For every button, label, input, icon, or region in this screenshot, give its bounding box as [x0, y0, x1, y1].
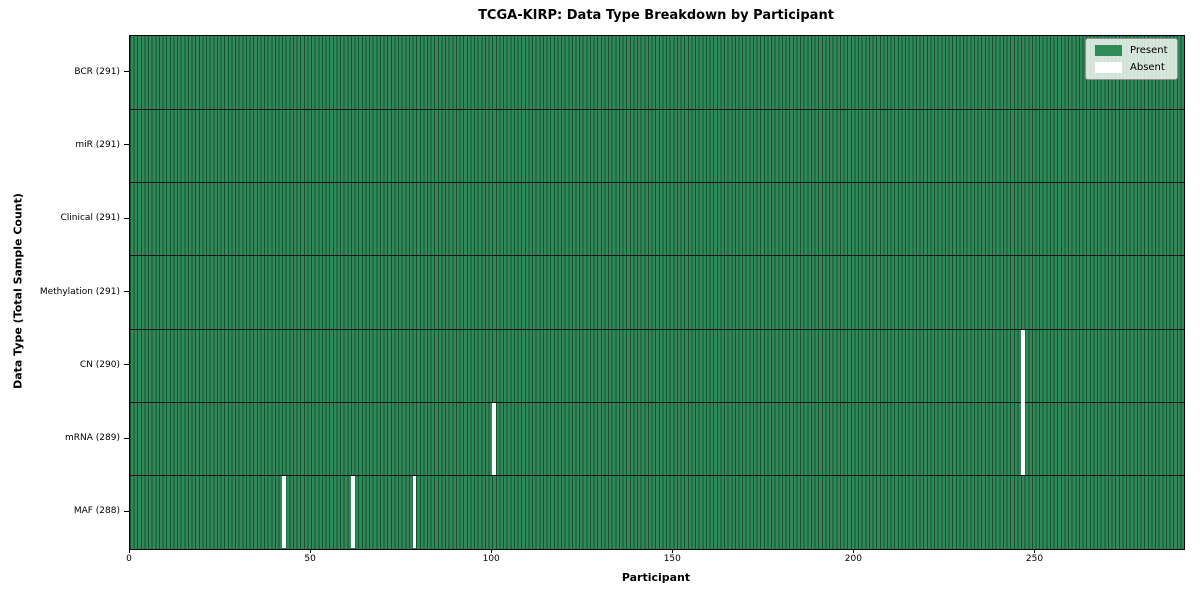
y-tick-label-CN: CN (290) [79, 359, 120, 370]
y-tick [124, 217, 129, 219]
row-boundary [130, 328, 1184, 330]
legend-swatch-absent [1095, 62, 1122, 73]
x-tick [1034, 549, 1035, 553]
x-tick-label-250: 250 [1025, 554, 1044, 564]
x-tick-label-150: 150 [663, 554, 681, 564]
row-boundary [130, 108, 1184, 110]
x-tick-label-100: 100 [482, 554, 500, 564]
y-tick-label-BCR: BCR (291) [74, 66, 120, 77]
y-tick [124, 144, 129, 146]
x-tick [490, 549, 492, 553]
legend: Present Absent [1085, 38, 1178, 80]
plot-area [129, 35, 1185, 550]
y-tick-label-miR: miR (291) [75, 139, 120, 150]
x-tick-label-50: 50 [304, 554, 316, 564]
absent-gap-mRNA-100 [492, 402, 496, 476]
x-tick-label-200: 200 [844, 554, 862, 564]
row-boundary [130, 255, 1184, 257]
x-axis-label: Participant [621, 571, 691, 584]
row-boundary [130, 182, 1184, 184]
x-tick [671, 549, 673, 553]
row-boundary [130, 475, 1184, 477]
legend-swatch-present [1095, 45, 1122, 56]
absent-gap-CN-246 [1021, 329, 1025, 402]
y-tick-label-MAF: MAF (288) [73, 506, 120, 517]
y-tick [124, 291, 129, 292]
chart-title: TCGA-KIRP: Data Type Breakdown by Partic… [478, 8, 834, 23]
x-tick [852, 549, 854, 553]
y-tick-label-mRNA: mRNA (289) [65, 433, 120, 444]
legend-label: Absent [1130, 62, 1165, 73]
y-tick [124, 510, 129, 512]
absent-gap-MAF-61 [350, 476, 355, 549]
legend-label: Present [1130, 45, 1168, 56]
y-tick [124, 437, 129, 439]
x-tick [128, 549, 130, 553]
row-boundary [130, 401, 1184, 403]
legend-item-present: Present [1095, 45, 1168, 56]
y-tick-label-Methylation: Methylation (291) [39, 286, 120, 297]
absent-gap-mRNA-246 [1021, 401, 1025, 476]
absent-gap-MAF-42 [282, 476, 286, 549]
x-tick [309, 549, 311, 553]
absent-gap-MAF-78 [412, 476, 417, 549]
legend-item-absent: Absent [1095, 62, 1168, 73]
x-tick-label-0: 0 [126, 554, 132, 564]
y-tick-label-Clinical: Clinical (291) [60, 213, 120, 224]
y-tick [124, 71, 129, 73]
y-axis-label-text: Data Type (Total Sample Count) [11, 193, 25, 389]
y-tick [124, 364, 129, 366]
